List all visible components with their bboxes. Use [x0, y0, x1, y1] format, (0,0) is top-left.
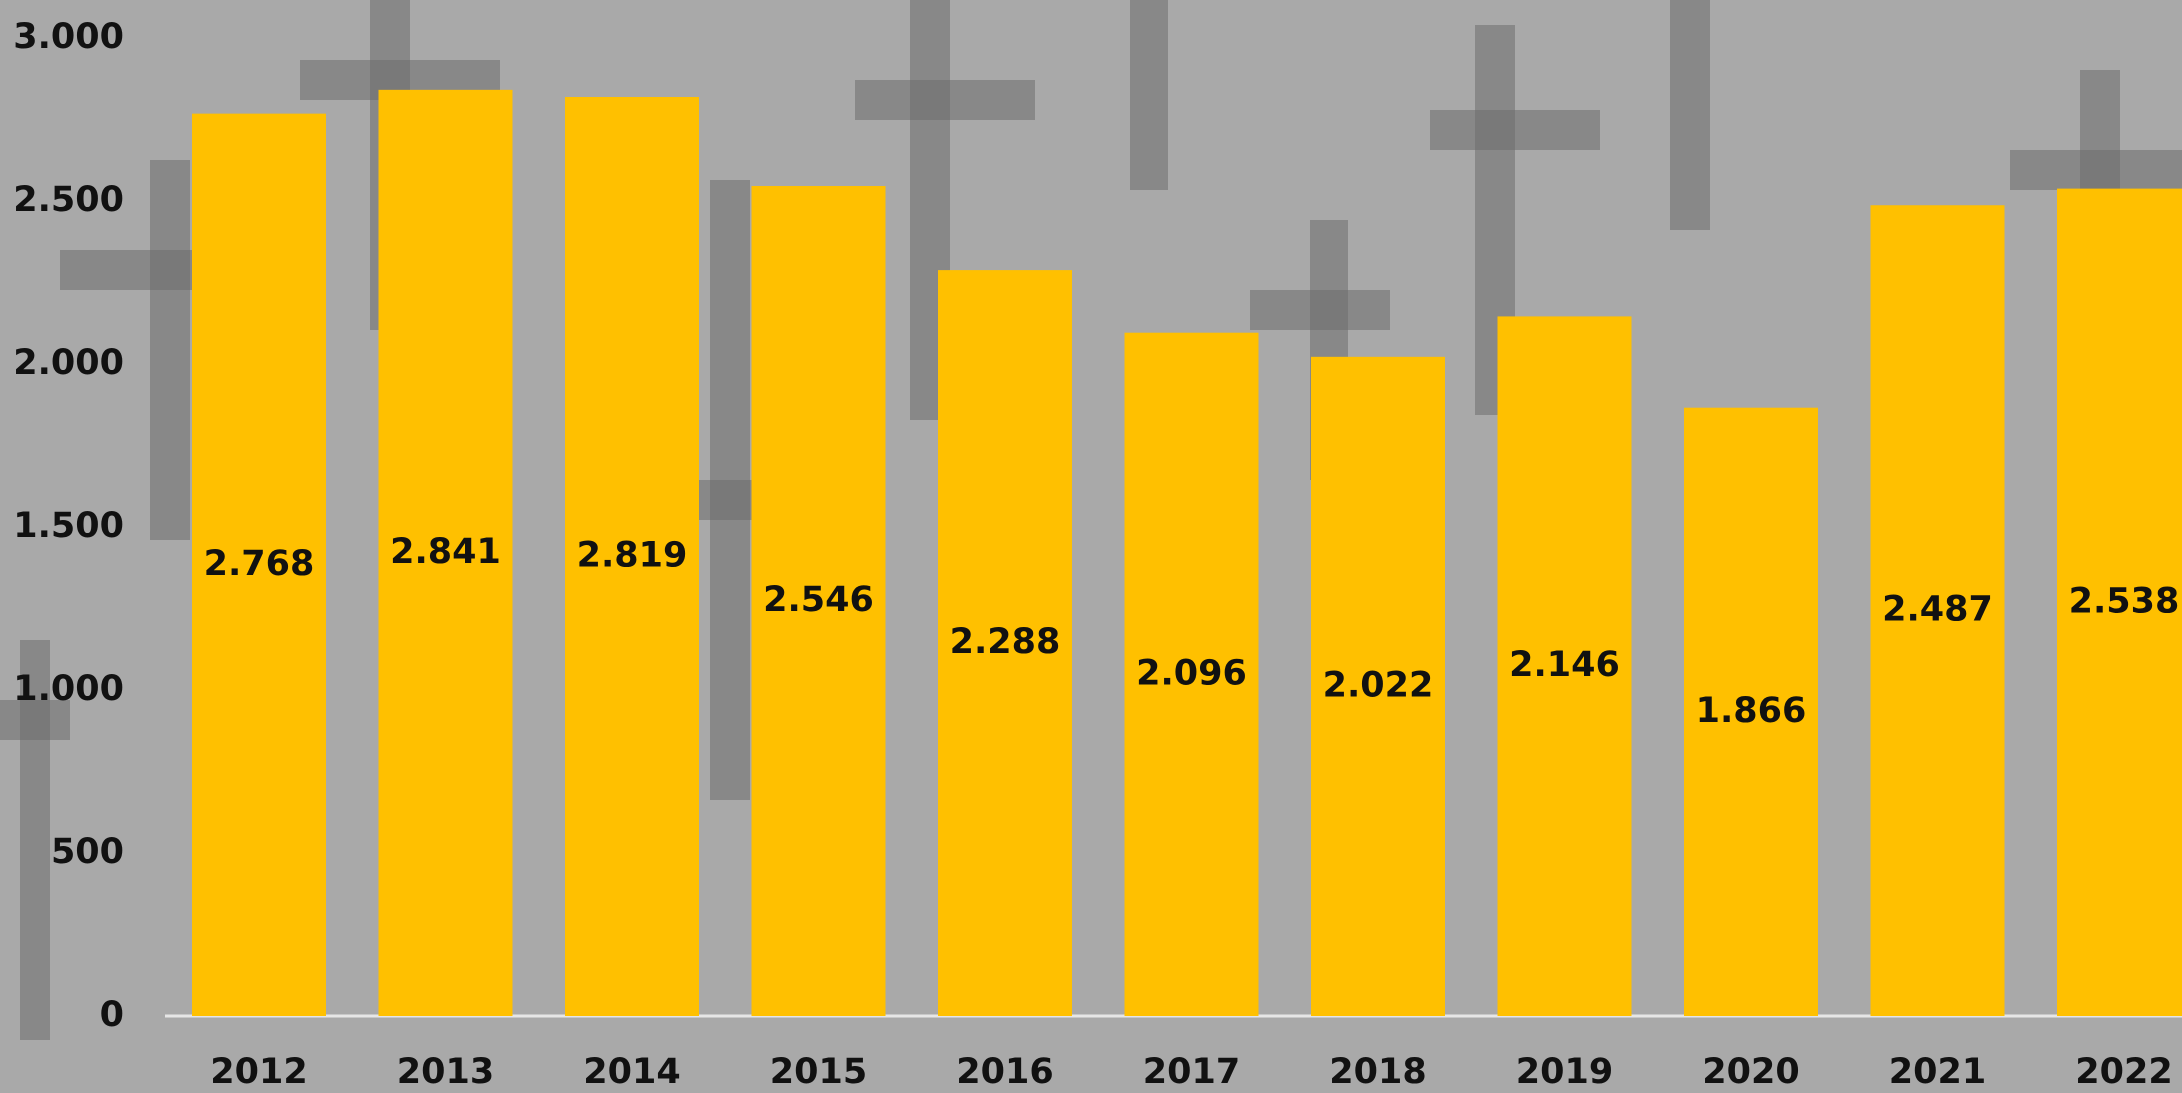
- bar: [565, 97, 699, 1017]
- bar: [1311, 356, 1445, 1016]
- y-tick-label: 3.000: [13, 17, 124, 57]
- x-tick-label: 2012: [210, 1052, 307, 1092]
- x-tick-label: 2022: [2075, 1052, 2172, 1092]
- value-label: 2.546: [763, 580, 874, 620]
- x-tick-label: 2017: [1143, 1052, 1240, 1092]
- bar: [1684, 407, 1818, 1017]
- value-label: 2.819: [577, 536, 688, 576]
- value-label: 2.487: [1882, 590, 1993, 630]
- y-tick-label: 1.000: [13, 669, 124, 709]
- value-label: 2.146: [1509, 645, 1620, 685]
- bar: [751, 186, 886, 1016]
- y-tick-label: 2.000: [13, 343, 124, 383]
- bar: [938, 270, 1072, 1016]
- y-tick-label: 1.500: [13, 506, 124, 546]
- value-label: 2.841: [390, 532, 501, 572]
- bar: [1124, 332, 1259, 1017]
- x-tick-label: 2016: [956, 1052, 1053, 1092]
- value-label: 2.768: [204, 544, 315, 584]
- bar: [192, 113, 326, 1016]
- bar: [378, 89, 513, 1017]
- x-tick-label: 2015: [770, 1052, 867, 1092]
- x-tick-label: 2018: [1329, 1052, 1426, 1092]
- value-label: 2.022: [1323, 665, 1434, 705]
- bar: [1870, 205, 2005, 1016]
- value-label: 2.096: [1136, 653, 1247, 693]
- value-label: 2.538: [2069, 581, 2180, 621]
- x-tick-label: 2019: [1516, 1052, 1613, 1092]
- y-tick-label: 500: [51, 832, 124, 872]
- x-tick-label: 2014: [583, 1052, 680, 1092]
- bar: [2057, 188, 2182, 1016]
- bar: [1497, 316, 1632, 1016]
- x-tick-label: 2021: [1889, 1052, 1986, 1092]
- y-tick-label: 0: [100, 995, 124, 1035]
- y-tick-label: 2.500: [13, 180, 124, 220]
- value-label: 2.288: [950, 622, 1061, 662]
- value-label: 1.866: [1696, 691, 1807, 731]
- x-tick-label: 2013: [397, 1052, 494, 1092]
- x-tick-label: 2020: [1702, 1052, 1799, 1092]
